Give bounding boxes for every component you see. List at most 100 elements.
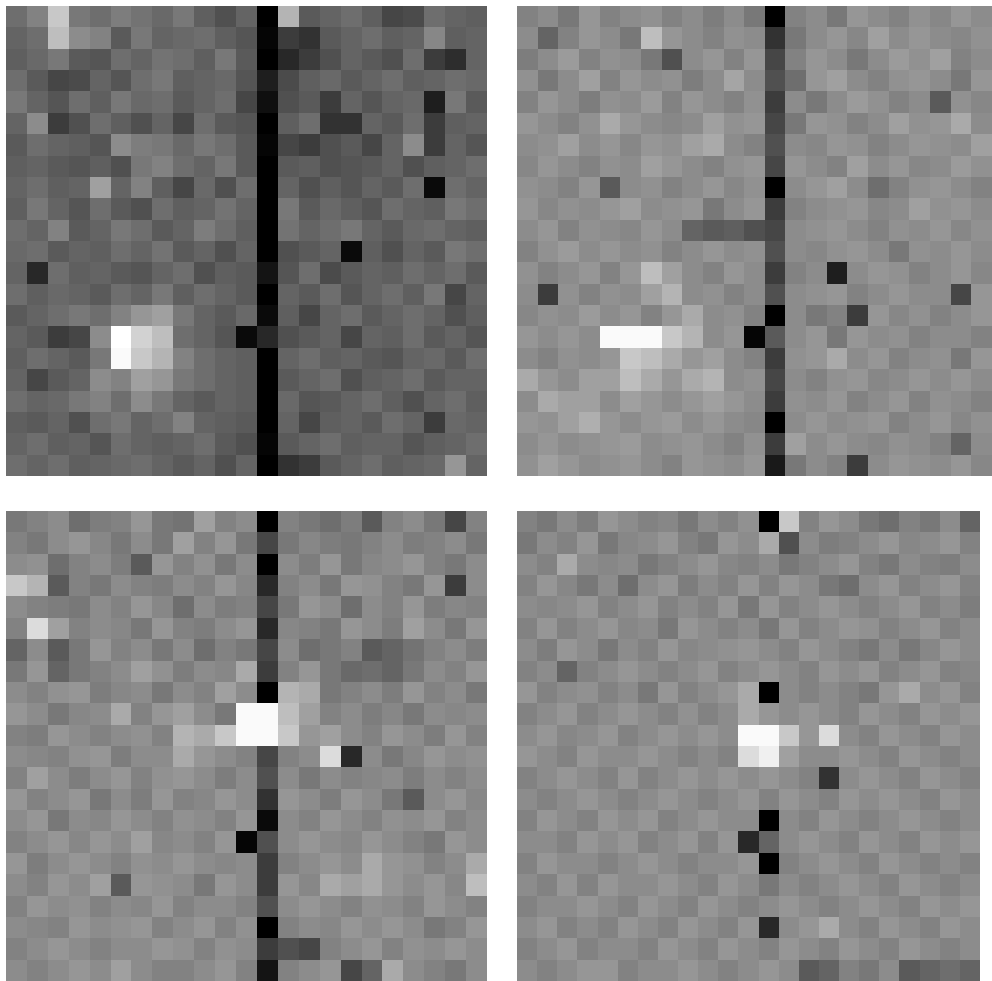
pixel [382,618,403,639]
pixel [278,262,299,284]
pixel [662,369,682,391]
pixel [600,284,620,305]
pixel [658,703,678,725]
pixel [403,198,424,220]
pixel [951,455,971,476]
pixel [759,596,779,618]
pixel [930,134,951,156]
pixel [152,6,173,27]
pixel [971,91,992,113]
pixel [445,284,466,305]
pixel [466,682,487,703]
pixel [424,198,445,220]
pixel [445,262,466,284]
pixel [960,853,980,874]
pixel [466,326,487,348]
pixel [744,455,765,476]
pixel [111,511,131,532]
pixel [382,661,403,682]
pixel [299,177,320,198]
pixel [320,49,341,70]
pixel [658,938,678,960]
pixel [779,725,799,746]
pixel [620,6,641,27]
pixel [517,70,538,91]
pixel [215,960,236,981]
pixel [658,575,678,596]
pixel [839,917,859,938]
pixel [868,91,889,113]
pixel [765,455,785,476]
pixel [131,703,152,725]
pixel [194,960,215,981]
pixel [69,91,90,113]
pixel [403,575,424,596]
pixel [517,661,537,682]
pixel [424,896,445,917]
pixel [879,960,899,981]
pixel [152,241,173,262]
pixel [131,177,152,198]
pixel [920,896,940,917]
pixel [278,938,299,960]
pixel [424,767,445,789]
pixel [215,575,236,596]
pixel [682,262,703,284]
pixel [600,198,620,220]
pixel [6,960,27,981]
pixel [971,348,992,369]
pixel [620,305,641,326]
pixel [341,369,362,391]
pixel [765,91,785,113]
pixel [278,326,299,348]
pixel [971,326,992,348]
pixel [698,532,718,554]
pixel [27,220,48,241]
image-panel [517,511,980,981]
pixel [537,618,557,639]
pixel [799,554,819,575]
pixel [940,874,960,896]
pixel [215,241,236,262]
pixel [598,938,618,960]
pixel [765,177,785,198]
pixel [27,682,48,703]
pixel [131,412,152,433]
pixel [889,156,909,177]
pixel [538,198,558,220]
pixel [6,938,27,960]
pixel [703,134,724,156]
pixel [6,596,27,618]
pixel [799,511,819,532]
pixel [445,874,466,896]
pixel [847,348,868,369]
pixel [598,511,618,532]
pixel [362,348,382,369]
pixel [111,433,131,455]
pixel [131,618,152,639]
pixel [48,917,69,938]
pixel [960,960,980,981]
pixel [27,412,48,433]
pixel [899,682,920,703]
pixel [517,960,537,981]
pixel [641,220,662,241]
pixel [194,241,215,262]
pixel [960,618,980,639]
pixel [236,284,257,305]
pixel [517,156,538,177]
pixel [641,369,662,391]
pixel [960,532,980,554]
pixel [765,412,785,433]
pixel [90,198,111,220]
pixel [341,134,362,156]
pixel [299,810,320,831]
pixel [278,661,299,682]
pixel [90,177,111,198]
pixel [759,618,779,639]
pixel [320,70,341,91]
pixel [299,789,320,810]
pixel [90,810,111,831]
pixel [320,198,341,220]
pixel [215,554,236,575]
